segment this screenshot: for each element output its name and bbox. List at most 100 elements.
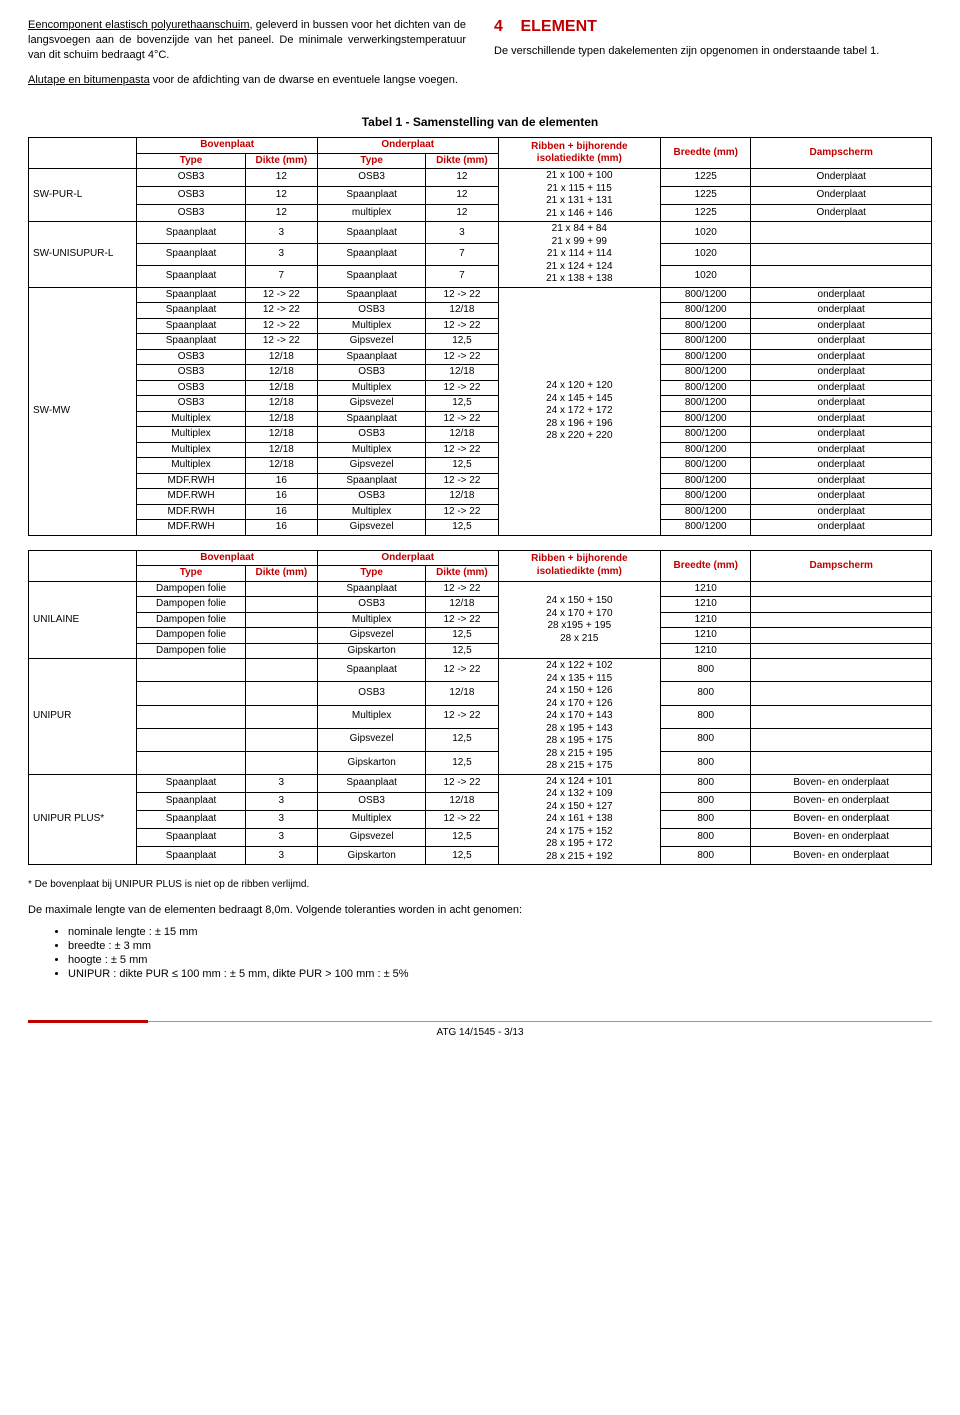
cell-breedte: 800/1200 (661, 411, 751, 427)
group-label: UNILAINE (29, 581, 137, 659)
cell-breedte: 800 (661, 792, 751, 810)
cell-boven-type: Spaanplaat (137, 222, 245, 244)
cell-onder-dikte: 12 -> 22 (426, 287, 498, 303)
hdr2-dikte2: Dikte (mm) (426, 566, 498, 582)
hdr-breedte: Breedte (mm) (661, 138, 751, 169)
cell-damp: Boven- en onderplaat (751, 829, 932, 847)
cell-onder-dikte: 12 -> 22 (426, 774, 498, 792)
cell-onder-type: Spaanplaat (317, 659, 425, 682)
cell-damp: Boven- en onderplaat (751, 792, 932, 810)
cell-onder-type: Gipskarton (317, 847, 425, 865)
table-row: Dampopen folieMultiplex12 -> 221210 (29, 612, 932, 628)
cell-onder-dikte: 12 -> 22 (426, 659, 498, 682)
cell-boven-type: Dampopen folie (137, 612, 245, 628)
cell-boven-dikte (245, 581, 317, 597)
cell-damp: onderplaat (751, 380, 932, 396)
intro-p1-underlined: Eencomponent elastisch polyurethaanschui… (28, 19, 250, 31)
cell-damp: onderplaat (751, 489, 932, 505)
cell-boven-dikte: 12 -> 22 (245, 334, 317, 350)
table-row: Spaanplaat3Gipsvezel12,5800Boven- en ond… (29, 829, 932, 847)
cell-onder-type: OSB3 (317, 303, 425, 319)
cell-boven-type: Spaanplaat (137, 792, 245, 810)
cell-breedte: 800/1200 (661, 349, 751, 365)
cell-onder-type: Multiplex (317, 504, 425, 520)
cell-damp (751, 244, 932, 266)
table1-body: SW-PUR-LOSB312OSB31221 x 100 + 100 21 x … (29, 169, 932, 536)
cell-onder-type: Spaanplaat (317, 411, 425, 427)
cell-boven-type: MDF.RWH (137, 473, 245, 489)
cell-breedte: 800 (661, 829, 751, 847)
table-row: OSB312/18Gipsvezel12,5800/1200onderplaat (29, 396, 932, 412)
cell-boven-type: OSB3 (137, 396, 245, 412)
cell-ribben: 21 x 100 + 100 21 x 115 + 115 21 x 131 +… (498, 169, 661, 222)
cell-breedte: 1210 (661, 612, 751, 628)
cell-boven-type: OSB3 (137, 187, 245, 205)
cell-breedte: 1225 (661, 204, 751, 222)
cell-breedte: 800 (661, 847, 751, 865)
cell-onder-type: OSB3 (317, 682, 425, 705)
cell-onder-type: Spaanplaat (317, 473, 425, 489)
cell-boven-dikte: 16 (245, 489, 317, 505)
cell-boven-type: Multiplex (137, 442, 245, 458)
right-column: 4 ELEMENT De verschillende typen dakelem… (494, 18, 932, 69)
cell-boven-dikte: 16 (245, 473, 317, 489)
cell-damp: Boven- en onderplaat (751, 811, 932, 829)
table-row: Spaanplaat12 -> 22Multiplex12 -> 22800/1… (29, 318, 932, 334)
cell-onder-type: OSB3 (317, 489, 425, 505)
cell-damp (751, 266, 932, 288)
cell-onder-dikte: 7 (426, 244, 498, 266)
cell-damp: onderplaat (751, 365, 932, 381)
table-row: UNILAINEDampopen folieSpaanplaat12 -> 22… (29, 581, 932, 597)
intro-paragraph-1: Eencomponent elastisch polyurethaanschui… (28, 18, 466, 63)
cell-onder-dikte: 12/18 (426, 489, 498, 505)
cell-onder-dikte: 12 -> 22 (426, 581, 498, 597)
table-row: Multiplex12/18OSB312/18800/1200onderplaa… (29, 427, 932, 443)
hdr-dikte1: Dikte (mm) (245, 153, 317, 169)
table1-caption: Tabel 1 - Samenstelling van de elementen (28, 115, 932, 129)
table-row: OSB312/18OSB312/18800/1200onderplaat (29, 365, 932, 381)
cell-breedte: 1210 (661, 643, 751, 659)
group-label: UNIPUR (29, 659, 137, 775)
cell-boven-type (137, 728, 245, 751)
cell-breedte: 1020 (661, 244, 751, 266)
table-row: Spaanplaat3OSB312/18800Boven- en onderpl… (29, 792, 932, 810)
cell-boven-dikte (245, 659, 317, 682)
tolerance-list: nominale lengte : ± 15 mmbreedte : ± 3 m… (68, 926, 932, 980)
cell-breedte: 800/1200 (661, 380, 751, 396)
footnote: * De bovenplaat bij UNIPUR PLUS is niet … (28, 879, 932, 890)
cell-onder-dikte: 12 (426, 204, 498, 222)
cell-onder-dikte: 12 -> 22 (426, 612, 498, 628)
cell-damp (751, 751, 932, 774)
cell-onder-dikte: 12/18 (426, 427, 498, 443)
table-row: OSB312/18Multiplex12 -> 22800/1200onderp… (29, 380, 932, 396)
cell-onder-dikte: 12/18 (426, 682, 498, 705)
list-item: nominale lengte : ± 15 mm (68, 926, 932, 938)
cell-boven-type: Spaanplaat (137, 287, 245, 303)
cell-boven-dikte: 3 (245, 847, 317, 865)
cell-boven-dikte: 12/18 (245, 458, 317, 474)
cell-boven-dikte (245, 728, 317, 751)
table-row: Multiplex12/18Multiplex12 -> 22800/1200o… (29, 442, 932, 458)
section-title: ELEMENT (520, 18, 596, 35)
cell-onder-dikte: 12/18 (426, 597, 498, 613)
cell-onder-type: Gipskarton (317, 643, 425, 659)
cell-onder-type: OSB3 (317, 597, 425, 613)
cell-boven-type (137, 705, 245, 728)
cell-boven-dikte: 7 (245, 266, 317, 288)
cell-boven-dikte: 12/18 (245, 396, 317, 412)
cell-breedte: 800 (661, 705, 751, 728)
cell-onder-type: Gipskarton (317, 751, 425, 774)
cell-boven-dikte: 12/18 (245, 442, 317, 458)
cell-damp: onderplaat (751, 318, 932, 334)
cell-damp (751, 597, 932, 613)
hdr2-breedte: Breedte (mm) (661, 550, 751, 581)
table-row: Spaanplaat3Spaanplaat71020 (29, 244, 932, 266)
cell-boven-dikte: 16 (245, 520, 317, 536)
table-row: OSB312/18 800 (29, 682, 932, 705)
cell-boven-dikte: 12 -> 22 (245, 287, 317, 303)
cell-damp: onderplaat (751, 411, 932, 427)
cell-onder-type: Gipsvezel (317, 520, 425, 536)
cell-onder-dikte: 12,5 (426, 628, 498, 644)
cell-onder-type: Spaanplaat (317, 222, 425, 244)
cell-breedte: 800 (661, 682, 751, 705)
